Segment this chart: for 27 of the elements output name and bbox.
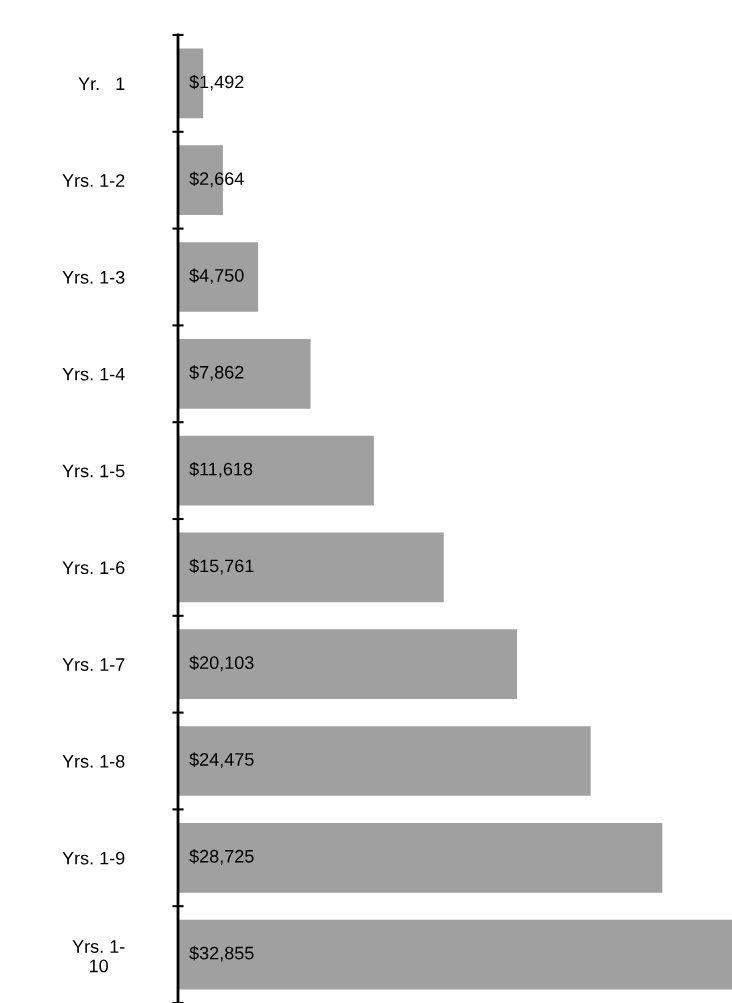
data-label: $20,103 — [189, 655, 254, 672]
y-tick-label: Yrs. 1-2 — [62, 174, 125, 187]
y-tick-label: Yrs. 1-5 — [62, 464, 125, 478]
data-label: $7,862 — [189, 365, 244, 381]
bar — [178, 726, 591, 796]
y-tick-label: Yrs. 1-9 — [62, 851, 125, 865]
bar — [178, 435, 374, 506]
y-tick-label: Yrs. 1-8 — [62, 754, 125, 768]
y-tick-label: Yrs. 1-7 — [62, 658, 125, 671]
bar — [178, 919, 732, 990]
data-label: $4,750 — [189, 268, 244, 284]
data-label: $24,475 — [189, 752, 254, 768]
y-tick-label: Yrs. 1-4 — [62, 367, 125, 381]
bar — [178, 242, 259, 312]
data-label: $1,492 — [189, 74, 244, 91]
y-tick-label: Yrs. 1-3 — [62, 270, 125, 284]
y-tick-label: Yr. 1 — [78, 77, 125, 90]
data-label: $28,725 — [189, 849, 254, 865]
bar — [178, 629, 517, 700]
bar — [178, 338, 311, 409]
data-label: $32,855 — [189, 945, 254, 962]
y-tick-label: Yrs. 1- 10 — [72, 940, 125, 973]
bar — [178, 532, 444, 603]
bar — [178, 822, 663, 893]
y-tick-label: Yrs. 1-6 — [62, 561, 125, 575]
data-label: $15,761 — [189, 558, 254, 575]
data-label: $11,618 — [189, 461, 253, 478]
